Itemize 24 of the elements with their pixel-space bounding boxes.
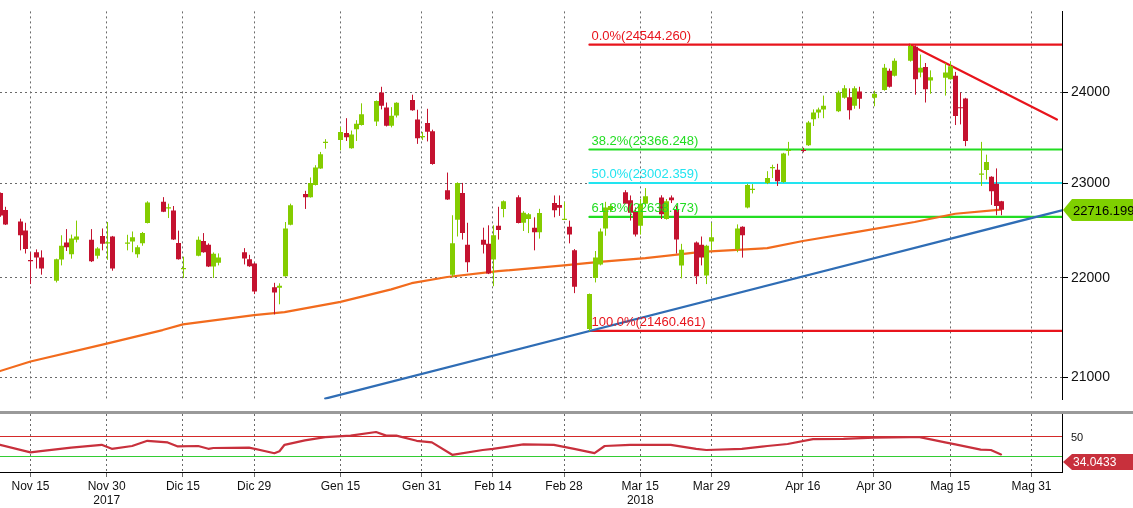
x-tick-label: Dic 15 <box>165 478 201 493</box>
x-tick-label: Gen 15 <box>320 478 361 493</box>
x-tick-label: Gen 31 <box>402 478 442 493</box>
x-tick-label: Feb 14 <box>474 478 512 493</box>
text: 50 <box>1071 431 1084 444</box>
x-tick-label: Nov 15 <box>11 478 50 493</box>
text: 22716.199 <box>1073 202 1133 218</box>
x-tick-label: Apr 16 <box>785 478 821 493</box>
x-tick-label: Mar 29 <box>692 478 731 493</box>
y-tick-label: 23000 <box>1071 174 1111 191</box>
x-tick-label: Mag 31 <box>1011 478 1052 493</box>
x-tick-label: Nov 30 2017 <box>87 478 127 507</box>
y-tick-label: 24000 <box>1071 83 1111 100</box>
x-tick-label: Mag 15 <box>930 478 971 493</box>
y-tick-label: 21000 <box>1071 368 1111 385</box>
y-tick-label: 22000 <box>1071 268 1111 285</box>
x-tick-label: Mar 15 2018 <box>621 478 660 507</box>
x-tick-label: Dic 29 <box>237 478 272 493</box>
series-label: 0.0%(24544.260) <box>591 27 692 43</box>
text: 34.0433 <box>1073 455 1117 470</box>
series-label: 38.2%(23366.248) <box>591 132 699 148</box>
series-label: 50.0%(23002.359) <box>591 166 699 182</box>
x-tick-label: Apr 30 <box>856 478 892 493</box>
x-tick-label: Feb 28 <box>545 478 584 493</box>
